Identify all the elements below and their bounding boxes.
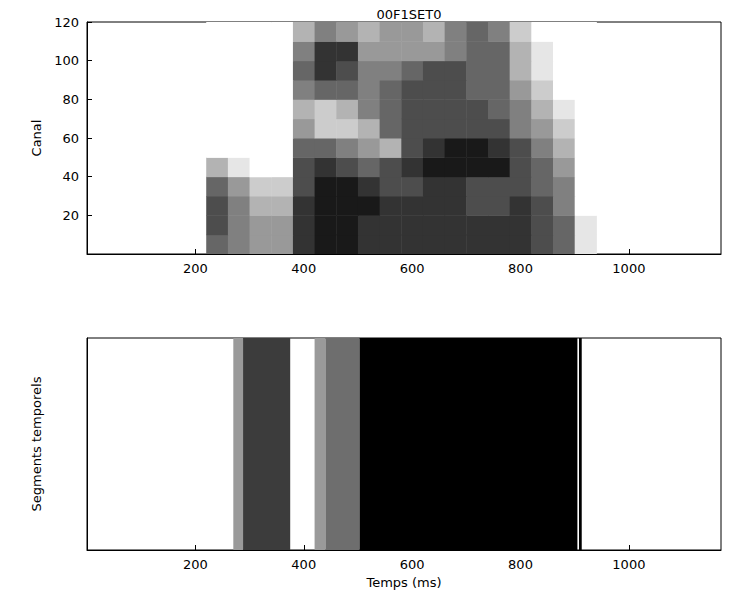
svg-text:40: 40 (62, 169, 79, 184)
svg-text:800: 800 (508, 557, 533, 572)
svg-text:400: 400 (291, 261, 316, 276)
svg-text:100: 100 (54, 53, 79, 68)
svg-text:20: 20 (62, 208, 79, 223)
svg-text:120: 120 (54, 15, 79, 30)
svg-text:Temps (ms): Temps (ms) (365, 575, 441, 590)
svg-text:60: 60 (62, 131, 79, 146)
svg-text:600: 600 (400, 557, 425, 572)
svg-text:80: 80 (62, 92, 79, 107)
svg-text:1000: 1000 (612, 557, 645, 572)
svg-text:200: 200 (183, 261, 208, 276)
svg-text:400: 400 (291, 557, 316, 572)
svg-text:00F1SET0: 00F1SET0 (377, 7, 442, 22)
svg-text:800: 800 (508, 261, 533, 276)
svg-text:600: 600 (400, 261, 425, 276)
svg-text:200: 200 (183, 557, 208, 572)
svg-text:Canal: Canal (29, 120, 44, 157)
svg-text:Segments temporels: Segments temporels (29, 376, 44, 511)
svg-text:1000: 1000 (612, 261, 645, 276)
